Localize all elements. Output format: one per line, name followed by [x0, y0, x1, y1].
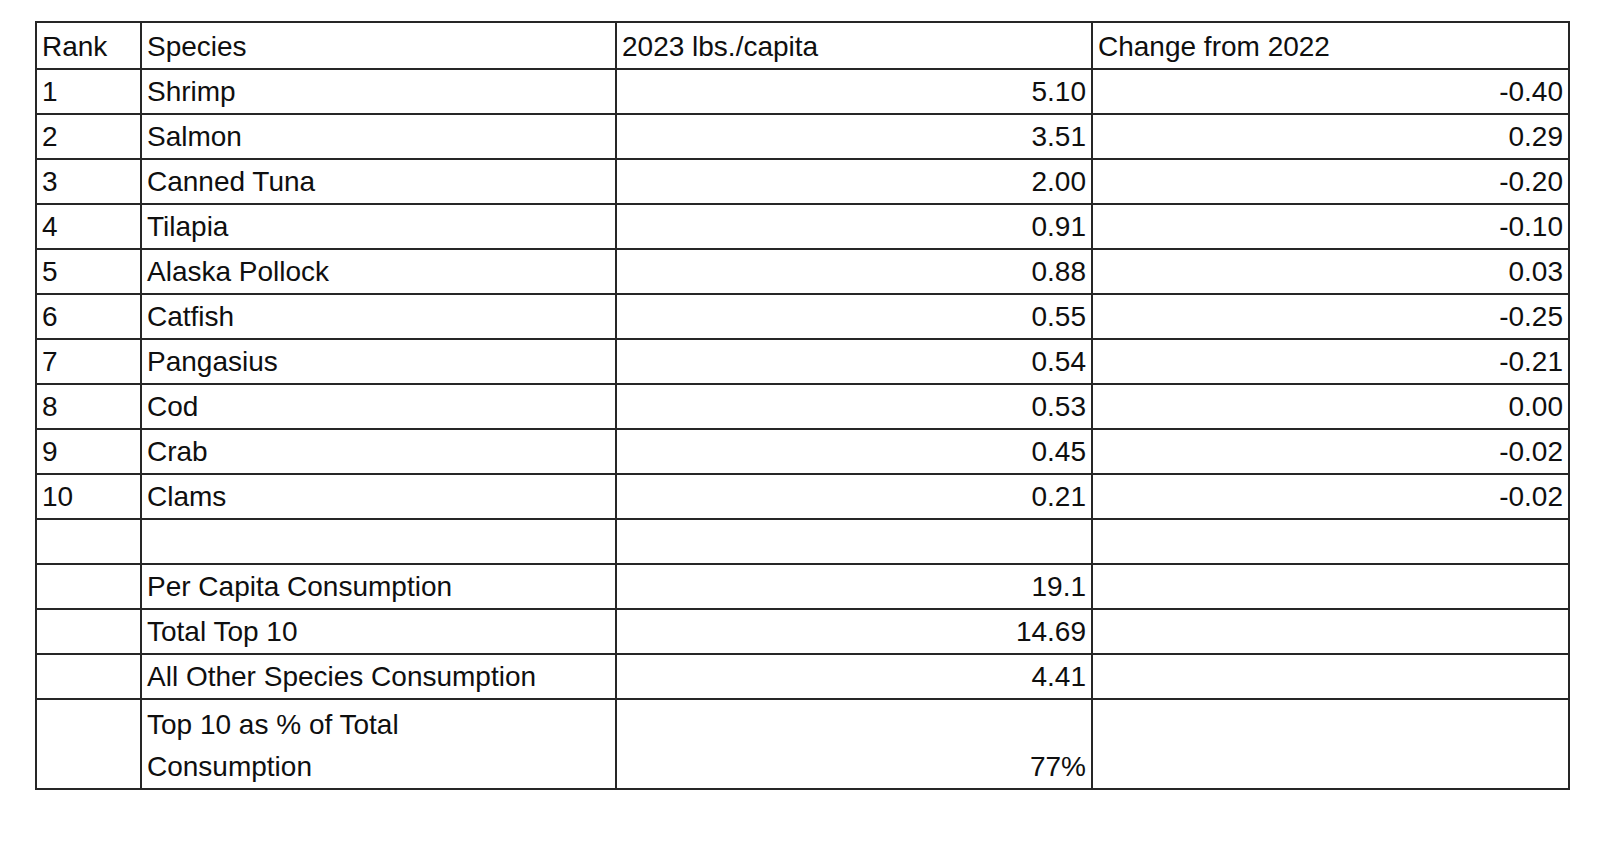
column-header-rank: Rank	[36, 22, 141, 69]
species-cell: Shrimp	[141, 69, 616, 114]
summary-change-cell	[1092, 654, 1569, 699]
change-cell: -0.25	[1092, 294, 1569, 339]
species-row: 6 Catfish 0.55 -0.25	[36, 294, 1569, 339]
change-cell: -0.20	[1092, 159, 1569, 204]
summary-change-cell	[1092, 699, 1569, 789]
summary-label: All Other Species Consumption	[147, 656, 559, 698]
species-row: 8 Cod 0.53 0.00	[36, 384, 1569, 429]
rank-cell: 5	[36, 249, 141, 294]
summary-label: Per Capita Consumption	[147, 566, 559, 608]
species-cell: Cod	[141, 384, 616, 429]
species-cell: Catfish	[141, 294, 616, 339]
species-row: 7 Pangasius 0.54 -0.21	[36, 339, 1569, 384]
lbs-per-capita-cell: 0.55	[616, 294, 1092, 339]
empty-cell	[1092, 519, 1569, 564]
summary-rank-cell	[36, 609, 141, 654]
summary-row: All Other Species Consumption 4.41	[36, 654, 1569, 699]
rank-cell: 4	[36, 204, 141, 249]
species-cell: Clams	[141, 474, 616, 519]
document-page: Rank Species 2023 lbs./capita Change fro…	[0, 0, 1600, 846]
lbs-per-capita-cell: 0.45	[616, 429, 1092, 474]
summary-rank-cell	[36, 564, 141, 609]
change-cell: -0.40	[1092, 69, 1569, 114]
empty-cell	[616, 519, 1092, 564]
column-header-species: Species	[141, 22, 616, 69]
rank-cell: 10	[36, 474, 141, 519]
summary-label-cell: Per Capita Consumption	[141, 564, 616, 609]
empty-cell	[141, 519, 616, 564]
species-row: 5 Alaska Pollock 0.88 0.03	[36, 249, 1569, 294]
summary-rank-cell	[36, 699, 141, 789]
summary-label-cell: Total Top 10	[141, 609, 616, 654]
species-cell: Pangasius	[141, 339, 616, 384]
rank-cell: 8	[36, 384, 141, 429]
lbs-per-capita-cell: 0.91	[616, 204, 1092, 249]
species-row: 2 Salmon 3.51 0.29	[36, 114, 1569, 159]
lbs-per-capita-cell: 0.88	[616, 249, 1092, 294]
summary-label-cell: Top 10 as % of Total Consumption	[141, 699, 616, 789]
empty-row	[36, 519, 1569, 564]
lbs-per-capita-cell: 0.21	[616, 474, 1092, 519]
summary-value-cell: 19.1	[616, 564, 1092, 609]
change-cell: -0.21	[1092, 339, 1569, 384]
lbs-per-capita-cell: 3.51	[616, 114, 1092, 159]
lbs-per-capita-cell: 0.53	[616, 384, 1092, 429]
species-row: 1 Shrimp 5.10 -0.40	[36, 69, 1569, 114]
rank-cell: 9	[36, 429, 141, 474]
summary-label: Top 10 as % of Total Consumption	[147, 704, 559, 788]
lbs-per-capita-cell: 0.54	[616, 339, 1092, 384]
summary-value-cell: 14.69	[616, 609, 1092, 654]
change-cell: 0.29	[1092, 114, 1569, 159]
change-cell: -0.10	[1092, 204, 1569, 249]
rank-cell: 6	[36, 294, 141, 339]
species-row: 10 Clams 0.21 -0.02	[36, 474, 1569, 519]
header-row: Rank Species 2023 lbs./capita Change fro…	[36, 22, 1569, 69]
summary-value-cell: 4.41	[616, 654, 1092, 699]
summary-row: Per Capita Consumption 19.1	[36, 564, 1569, 609]
rank-cell: 2	[36, 114, 141, 159]
change-cell: 0.03	[1092, 249, 1569, 294]
species-row: 3 Canned Tuna 2.00 -0.20	[36, 159, 1569, 204]
lbs-per-capita-cell: 2.00	[616, 159, 1092, 204]
summary-rank-cell	[36, 654, 141, 699]
change-cell: 0.00	[1092, 384, 1569, 429]
summary-label-cell: All Other Species Consumption	[141, 654, 616, 699]
empty-cell	[36, 519, 141, 564]
rank-cell: 7	[36, 339, 141, 384]
change-cell: -0.02	[1092, 474, 1569, 519]
summary-change-cell	[1092, 564, 1569, 609]
column-header-change-from-2022: Change from 2022	[1092, 22, 1569, 69]
species-cell: Canned Tuna	[141, 159, 616, 204]
summary-label: Total Top 10	[147, 611, 559, 653]
species-cell: Crab	[141, 429, 616, 474]
summary-value-cell: 77%	[616, 699, 1092, 789]
species-row: 9 Crab 0.45 -0.02	[36, 429, 1569, 474]
lbs-per-capita-cell: 5.10	[616, 69, 1092, 114]
species-cell: Alaska Pollock	[141, 249, 616, 294]
rank-cell: 3	[36, 159, 141, 204]
summary-row: Total Top 10 14.69	[36, 609, 1569, 654]
column-header-lbs-per-capita: 2023 lbs./capita	[616, 22, 1092, 69]
summary-change-cell	[1092, 609, 1569, 654]
rank-cell: 1	[36, 69, 141, 114]
species-row: 4 Tilapia 0.91 -0.10	[36, 204, 1569, 249]
species-cell: Tilapia	[141, 204, 616, 249]
species-cell: Salmon	[141, 114, 616, 159]
seafood-consumption-table: Rank Species 2023 lbs./capita Change fro…	[35, 21, 1570, 790]
change-cell: -0.02	[1092, 429, 1569, 474]
summary-row: Top 10 as % of Total Consumption 77%	[36, 699, 1569, 789]
